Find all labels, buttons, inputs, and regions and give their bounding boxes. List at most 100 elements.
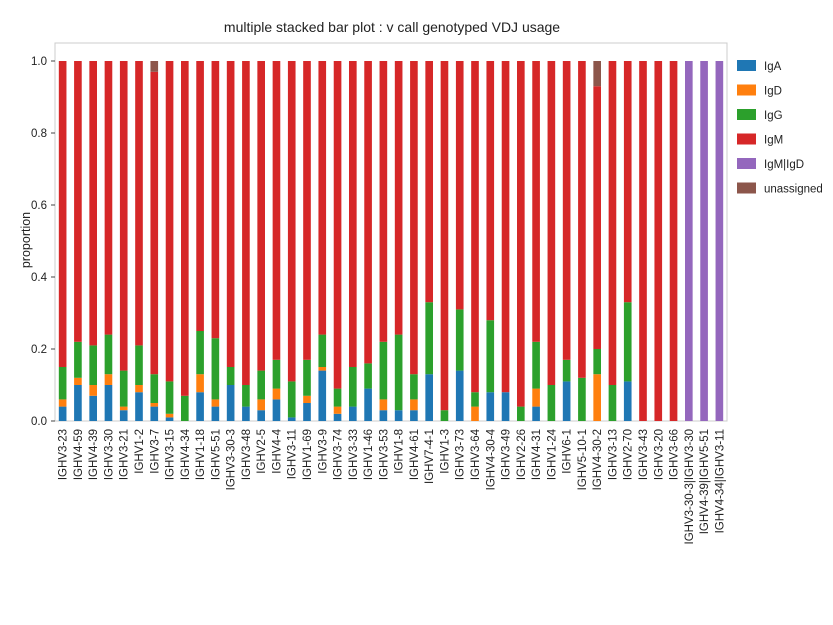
bar-IGHV4-59-IgG (74, 341, 82, 378)
bar-IGHV3-21-IgG (119, 370, 128, 407)
bar-IGHV4-30-2-IgG (593, 349, 601, 375)
x-tick-label: IGHV3-21 (119, 429, 131, 480)
bar-IGHV4-31-IgA (532, 406, 540, 421)
bar-IGHV4-39-IgG (89, 345, 97, 385)
bar-IGHV1-46-IgA (364, 388, 372, 421)
bar-IGHV1-8-IgM (394, 61, 403, 335)
bar-IGHV4-61-IgA (410, 410, 418, 421)
bar-IGHV1-2-IgD (135, 385, 143, 393)
bar-IGHV3-73-IgG (455, 309, 464, 371)
bar-IGHV4-34|IGHV3-11-IgM|IgD (715, 61, 724, 421)
bar-IGHV3-7-IgD (150, 403, 159, 407)
bar-IGHV3-21-IgD (119, 406, 128, 411)
bar-IGHV3-13-IgG (608, 385, 617, 421)
bar-IGHV3-23-IgD (58, 399, 67, 407)
bar-IGHV3-30-IgD (104, 374, 113, 385)
bar-IGHV1-3-IgM (440, 61, 449, 411)
legend-label-IgM|IgD: IgM|IgD (764, 159, 804, 171)
bar-IGHV3-21-IgM (119, 61, 128, 371)
x-tick-label: IGHV3-30-3|IGHV3-30 (684, 429, 696, 544)
x-tick-label: IGHV7-4-1 (424, 429, 436, 484)
bar-IGHV3-64-IgG (471, 392, 479, 407)
bars-group (58, 61, 724, 421)
bar-IGHV4-31-IgM (532, 61, 540, 342)
bar-IGHV4-39-IgA (89, 395, 97, 421)
bar-IGHV3-20-IgM (654, 61, 663, 421)
x-tick-label: IGHV3-64 (470, 428, 482, 480)
bar-IGHV1-24-IgM (547, 61, 556, 385)
bar-IGHV4-34-IgM (181, 61, 189, 396)
bar-IGHV4-30-4-IgM (486, 61, 495, 321)
bar-IGHV3-73-IgM (455, 61, 464, 310)
bar-IGHV1-69-IgA (303, 403, 311, 421)
bar-IGHV3-23-IgM (58, 61, 67, 367)
y-tick-label: 0.8 (31, 128, 47, 140)
bar-IGHV4-30-2-unassigned (593, 61, 601, 87)
x-tick-label: IGHV3-20 (653, 429, 665, 480)
bar-IGHV3-15-IgA (165, 417, 174, 421)
bar-IGHV3-73-IgA (455, 370, 464, 421)
x-axis: IGHV3-23 IGHV4-59 IGHV4-39 IGHV3-30 IGHV3-21… (58, 428, 727, 544)
bar-IGHV2-5-IgG (257, 370, 265, 400)
bar-IGHV3-11-IgG (287, 381, 296, 418)
x-tick-label: IGHV5-10-1 (577, 429, 589, 490)
x-tick-label: IGHV4-34|IGHV3-11 (714, 429, 726, 533)
bar-IGHV1-46-IgG (364, 363, 372, 389)
bar-IGHV3-48-IgA (242, 406, 250, 421)
bar-IGHV2-26-IgM (517, 61, 525, 407)
bar-IGHV3-30-3-IgG (226, 367, 235, 385)
x-tick-label: IGHV2-5 (256, 429, 268, 474)
bar-IGHV5-51-IgA (211, 406, 220, 421)
x-tick-label: IGHV4-4 (271, 428, 283, 473)
bar-IGHV3-7-IgA (150, 406, 159, 421)
legend-label-IgG: IgG (764, 110, 783, 122)
bar-IGHV3-9-IgG (318, 334, 327, 367)
x-tick-label: IGHV3-11 (287, 429, 299, 479)
bar-IGHV3-30-IgM (104, 61, 113, 335)
bar-IGHV4-59-IgD (74, 377, 82, 385)
x-tick-label: IGHV3-23 (58, 429, 70, 480)
legend-swatch-IgA (737, 60, 756, 71)
bar-IGHV1-69-IgG (303, 359, 311, 396)
y-tick-label: 0.0 (31, 416, 47, 428)
bar-IGHV6-1-IgA (562, 381, 571, 421)
bar-IGHV1-8-IgA (394, 410, 403, 421)
legend-swatch-IgM (737, 133, 756, 145)
x-tick-label: IGHV3-7 (149, 429, 161, 474)
bar-IGHV4-4-IgG (272, 359, 281, 389)
bar-IGHV3-15-IgM (165, 61, 174, 382)
bar-IGHV3-7-IgG (150, 374, 159, 403)
bar-IGHV3-53-IgG (379, 341, 388, 400)
bar-IGHV6-1-IgG (562, 359, 571, 382)
x-tick-label: IGHV3-9 (317, 429, 329, 474)
bar-IGHV5-51-IgM (211, 61, 220, 339)
bar-IGHV1-2-IgG (135, 345, 143, 385)
bar-IGHV1-69-IgM (303, 61, 311, 360)
bar-IGHV2-5-IgD (257, 399, 265, 411)
y-axis-label: proportion (19, 212, 33, 268)
bar-IGHV7-4-1-IgG (425, 302, 433, 375)
y-tick-label: 0.6 (31, 200, 47, 212)
chart-title: multiple stacked bar plot : v call genot… (224, 19, 560, 35)
x-tick-label: IGHV3-43 (638, 429, 650, 480)
x-tick-label: IGHV1-69 (302, 429, 314, 480)
legend-label-IgD: IgD (764, 86, 782, 98)
bar-IGHV4-39-IgM (89, 61, 97, 346)
x-tick-label: IGHV4-30-4 (485, 428, 497, 490)
x-tick-label: IGHV4-34 (180, 428, 192, 480)
x-tick-label: IGHV6-1 (562, 429, 574, 474)
bar-IGHV5-10-1-IgG (578, 377, 586, 421)
x-tick-label: IGHV1-8 (394, 429, 406, 474)
bar-IGHV3-30-3|IGHV3-30-IgM|IgD (685, 61, 693, 421)
bar-IGHV4-31-IgD (532, 388, 540, 407)
bar-IGHV4-61-IgM (410, 61, 418, 375)
bar-IGHV3-13-IgM (608, 61, 617, 385)
y-tick-label: 1.0 (31, 56, 47, 68)
bar-IGHV2-70-IgA (623, 381, 632, 421)
bar-IGHV2-5-IgA (257, 410, 265, 421)
bar-IGHV3-21-IgA (119, 410, 128, 421)
bar-IGHV2-26-IgG (517, 406, 525, 421)
bar-IGHV3-74-IgD (333, 406, 342, 414)
bar-IGHV3-33-IgG (349, 367, 357, 407)
legend: IgA IgD IgG IgM IgM|IgD unassigned (737, 60, 823, 196)
